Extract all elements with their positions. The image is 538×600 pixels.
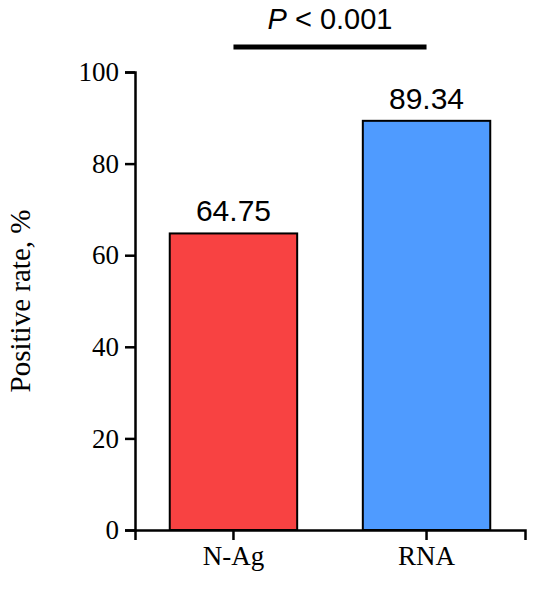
significance-bar — [233, 45, 426, 50]
y-tick-label: 20 — [92, 424, 119, 454]
y-tick: 40 — [92, 332, 135, 362]
bar — [170, 233, 297, 530]
y-tick: 60 — [92, 240, 135, 270]
x-axis: N-Ag RNA — [136, 530, 526, 571]
y-tick-label: 80 — [92, 149, 119, 179]
x-tick-mark — [232, 530, 235, 540]
y-tick-label: 60 — [92, 240, 119, 270]
y-tick: 20 — [92, 424, 135, 454]
y-tick-mark — [125, 254, 135, 257]
x-tick-label: N-Ag — [203, 541, 264, 571]
data-labels: 64.75 89.34 — [196, 82, 464, 228]
y-tick-mark — [125, 529, 135, 532]
y-tick-label: 100 — [79, 57, 120, 87]
y-tick-label: 40 — [92, 332, 119, 362]
y-tick-mark — [125, 163, 135, 166]
bars — [170, 121, 490, 530]
x-axis-line — [136, 531, 526, 541]
y-axis: 0 20 40 60 80 100 — [79, 57, 136, 545]
y-tick-label: 0 — [106, 515, 120, 545]
y-tick: 80 — [92, 149, 135, 179]
x-tick: N-Ag — [203, 530, 264, 571]
y-tick-mark — [125, 71, 135, 74]
data-label: 89.34 — [389, 82, 464, 115]
x-tick: RNA — [398, 530, 456, 571]
y-tick-mark — [125, 346, 135, 349]
y-tick: 0 — [106, 515, 136, 545]
y-tick: 100 — [79, 57, 136, 87]
x-tick-label: RNA — [398, 541, 456, 571]
y-tick-mark — [125, 438, 135, 441]
data-label: 64.75 — [196, 194, 271, 227]
bar — [363, 121, 490, 530]
y-axis-line — [125, 73, 136, 531]
chart: 0 20 40 60 80 100 N-Ag RNA 64.75 89.34 Positive ra… — [0, 0, 538, 600]
x-tick-mark — [425, 530, 428, 540]
annotation: P < 0.001 — [268, 3, 393, 35]
y-axis-title: Positive rate, % — [4, 210, 36, 393]
